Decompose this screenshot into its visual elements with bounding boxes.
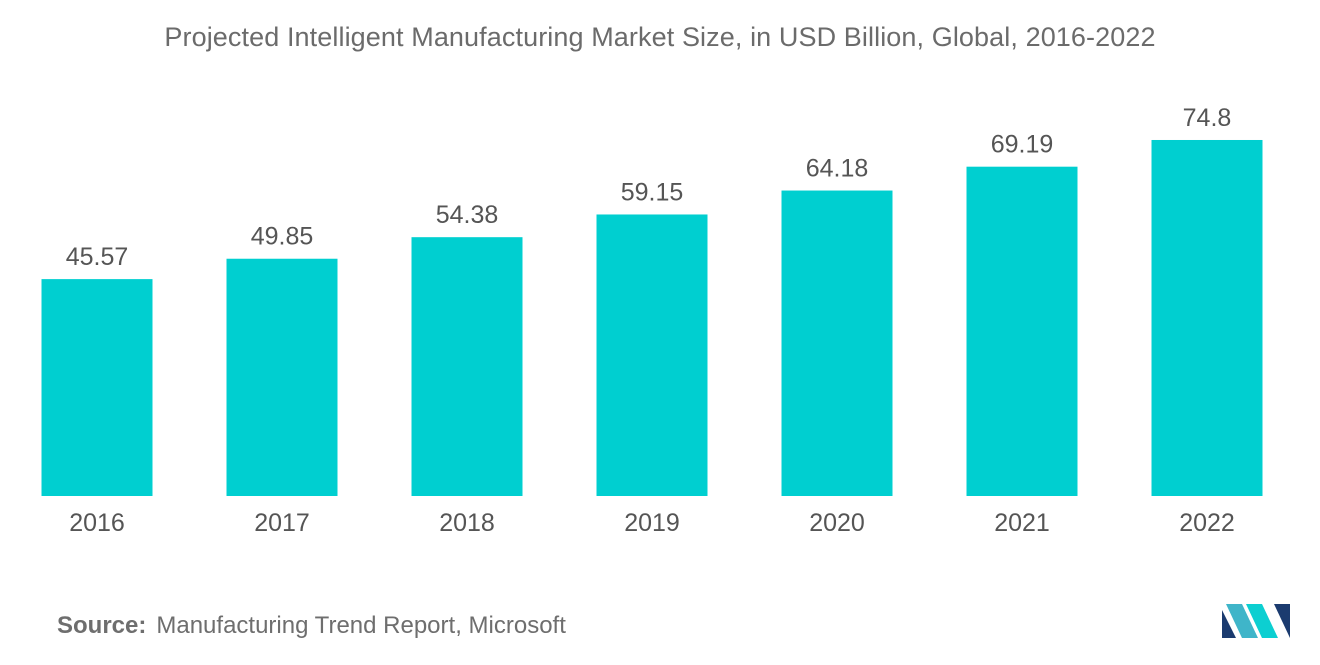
x-tick-label-2022: 2022 bbox=[1179, 509, 1235, 537]
x-tick-label-2017: 2017 bbox=[254, 509, 310, 537]
bar-2021 bbox=[966, 166, 1078, 497]
value-label-2020: 64.18 bbox=[806, 155, 869, 183]
source-text: Manufacturing Trend Report, Microsoft bbox=[156, 612, 566, 639]
value-label-2019: 59.15 bbox=[621, 178, 684, 206]
value-label-2017: 49.85 bbox=[251, 223, 314, 251]
bar-2017 bbox=[226, 258, 338, 496]
bar-2019 bbox=[596, 214, 708, 496]
bar-2016 bbox=[41, 279, 153, 496]
x-tick-label-2019: 2019 bbox=[624, 509, 680, 537]
value-label-2022: 74.8 bbox=[1183, 104, 1232, 132]
x-tick-label-2018: 2018 bbox=[439, 509, 495, 537]
mordor-intelligence-logo-icon bbox=[1222, 604, 1290, 638]
value-label-2018: 54.38 bbox=[436, 201, 499, 229]
bar-2018 bbox=[411, 237, 523, 496]
value-label-2016: 45.57 bbox=[66, 243, 129, 271]
x-tick-label-2020: 2020 bbox=[809, 509, 865, 537]
x-tick-label-2016: 2016 bbox=[69, 509, 125, 537]
x-tick-label-2021: 2021 bbox=[994, 509, 1050, 537]
chart-title: Projected Intelligent Manufacturing Mark… bbox=[164, 22, 1156, 52]
source-label: Source: bbox=[57, 612, 147, 639]
bar-2020 bbox=[781, 190, 893, 496]
source-note: Source: Manufacturing Trend Report, Micro… bbox=[57, 612, 566, 640]
value-label-2021: 69.19 bbox=[991, 131, 1054, 159]
bar-2022 bbox=[1151, 139, 1263, 496]
bar-chart: 45.57 2016 49.85 2017 54.38 2018 59.15 2019 64.1… bbox=[41, 104, 1263, 537]
